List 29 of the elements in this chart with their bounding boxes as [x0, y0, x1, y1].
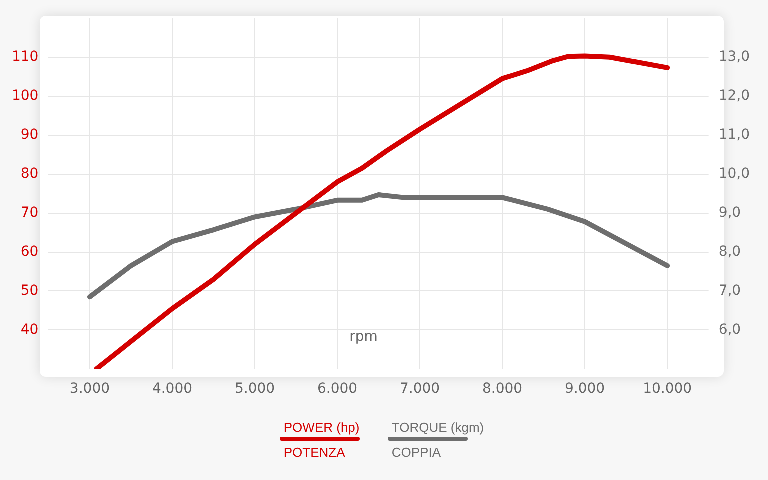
text: TORQUE (kgm) — [392, 420, 484, 435]
y2-tick-label: 6,0 — [718, 322, 742, 338]
x-tick-label: 5.000 — [234, 381, 276, 398]
y-tick-label: 90 — [20, 126, 39, 143]
x-tick-label: 6.000 — [317, 381, 358, 398]
y-tick-label: 70 — [20, 204, 39, 221]
x-tick-label: 9.000 — [565, 381, 606, 398]
text: COPPIA — [392, 445, 442, 460]
y2-tick-label: 8,0 — [718, 244, 742, 260]
text: POTENZA — [284, 445, 346, 460]
y2-tick-label: 12,0 — [718, 88, 750, 104]
x-tick-label: 3.000 — [70, 381, 110, 398]
y2-tick-label: 9,0 — [718, 204, 742, 221]
text: POWER (hp) — [284, 420, 360, 435]
y-tick-label: 40 — [20, 322, 39, 338]
y2-tick-label: 10,0 — [718, 166, 750, 182]
y-tick-label: 60 — [20, 244, 39, 260]
x-tick-label: 7.000 — [400, 381, 440, 398]
y-tick-label: 50 — [20, 282, 39, 299]
y2-tick-label: 13,0 — [718, 49, 750, 66]
x-axis-title: rpm — [350, 328, 378, 345]
y2-tick-label: 7,0 — [718, 282, 742, 299]
x-tick-label: 8.000 — [482, 381, 523, 398]
y-tick-label: 110 — [12, 49, 39, 66]
y2-tick-label: 11,0 — [718, 126, 750, 143]
x-tick-label: 10.000 — [643, 381, 692, 398]
y-tick-label: 80 — [20, 166, 39, 182]
y-tick-label: 100 — [12, 88, 39, 104]
x-tick-label: 4.000 — [152, 381, 193, 398]
